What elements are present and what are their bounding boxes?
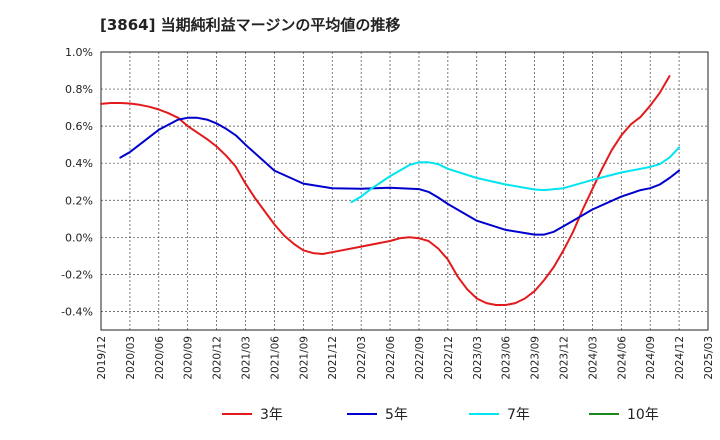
x-tick-label: 2024/12 [674,336,686,380]
x-tick-label: 2019/12 [96,336,108,380]
y-tick-label: 0.8% [65,83,93,96]
y-tick-label: -0.4% [61,305,93,318]
legend-label-2: 5年 [385,407,408,423]
grid [101,52,708,330]
x-tick-label: 2024/09 [645,336,657,380]
x-tick-label: 2024/06 [616,336,628,380]
x-axis: 2019/12 2020/03 2020/06 2020/09 2020/12 2021/… [96,336,715,380]
x-tick-label: 2024/03 [587,336,599,380]
x-tick-label: 2023/03 [472,336,484,380]
y-axis: 1.0% 0.8% 0.6% 0.4% 0.2% 0.0% -0.2% -0.4% [61,46,93,318]
x-tick-label: 2023/09 [530,336,542,380]
series-line-1 [100,75,671,306]
series-line-2 [119,116,681,236]
series-layer [100,75,681,306]
legend-label-4: 10年 [627,407,659,423]
x-tick-label: 2021/06 [269,336,281,380]
legend: 3年 5年 7年 10年 [222,407,659,423]
x-tick-label: 2020/06 [154,336,166,380]
x-tick-label: 2023/06 [501,336,513,380]
chart-title: [3864] 当期純利益マージンの平均値の推移 [100,16,401,34]
x-tick-label: 2022/06 [385,336,397,380]
y-tick-label: -0.2% [61,268,93,281]
x-tick-label: 2023/12 [558,336,570,380]
x-tick-label: 2022/12 [443,336,455,380]
x-tick-label: 2025/03 [703,336,715,380]
y-tick-label: 0.6% [65,120,93,133]
x-tick-label: 2020/12 [212,336,224,380]
y-tick-label: 0.0% [65,231,93,244]
x-tick-label: 2021/09 [298,336,310,380]
legend-label-1: 3年 [260,407,283,423]
x-tick-label: 2022/09 [414,336,426,380]
y-tick-label: 0.2% [65,194,93,207]
x-tick-label: 2021/03 [241,336,253,380]
y-tick-label: 0.4% [65,157,93,170]
x-tick-label: 2021/12 [327,336,339,380]
x-tick-label: 2020/09 [183,336,195,380]
plot-frame [100,51,709,331]
y-tick-label: 1.0% [65,46,93,59]
x-tick-label: 2022/03 [356,336,368,380]
series-line-3 [350,146,681,204]
legend-label-3: 7年 [507,407,530,423]
x-tick-label: 2020/03 [125,336,137,380]
